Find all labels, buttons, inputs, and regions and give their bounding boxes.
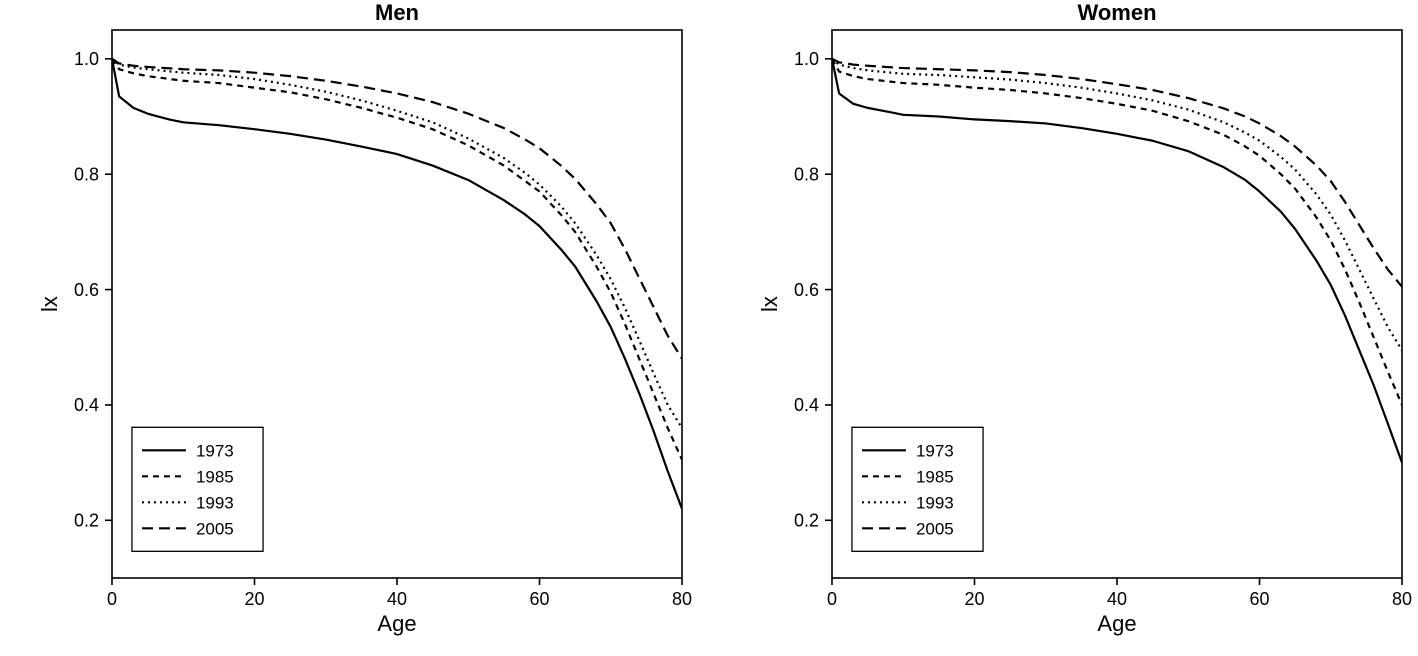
legend-label: 1993 xyxy=(916,493,954,512)
svg-text:0.2: 0.2 xyxy=(74,511,99,531)
legend-label: 1973 xyxy=(916,441,954,460)
svg-text:1.0: 1.0 xyxy=(794,49,819,69)
svg-text:0.4: 0.4 xyxy=(794,395,819,415)
legend-label: 1993 xyxy=(196,493,234,512)
survival-chart-svg: Men 0 20 40 60 80 0.2 0.4 0.6 0.8 1.0 Age lx 1973 1985… xyxy=(0,0,1418,656)
figure-container: Men 0 20 40 60 80 0.2 0.4 0.6 0.8 1.0 Age lx 1973 1985… xyxy=(0,0,1418,656)
svg-text:Women: Women xyxy=(1077,0,1156,25)
legend-label: 1973 xyxy=(196,441,234,460)
svg-text:20: 20 xyxy=(964,589,984,609)
svg-text:lx: lx xyxy=(757,296,782,312)
svg-text:0: 0 xyxy=(107,589,117,609)
svg-text:60: 60 xyxy=(1249,589,1269,609)
svg-text:0.8: 0.8 xyxy=(794,165,819,185)
svg-text:0.8: 0.8 xyxy=(74,165,99,185)
svg-text:1.0: 1.0 xyxy=(74,49,99,69)
legend-label: 1985 xyxy=(196,467,234,486)
legend-label: 1985 xyxy=(916,467,954,486)
svg-text:80: 80 xyxy=(672,589,692,609)
svg-text:0.2: 0.2 xyxy=(794,511,819,531)
legend-label: 2005 xyxy=(196,519,234,538)
svg-text:40: 40 xyxy=(387,589,407,609)
svg-text:0.6: 0.6 xyxy=(74,280,99,300)
svg-text:0.4: 0.4 xyxy=(74,395,99,415)
svg-text:0: 0 xyxy=(827,589,837,609)
svg-text:0.6: 0.6 xyxy=(794,280,819,300)
svg-text:60: 60 xyxy=(529,589,549,609)
svg-text:80: 80 xyxy=(1392,589,1412,609)
svg-text:Age: Age xyxy=(377,611,416,636)
svg-text:Men: Men xyxy=(375,0,419,25)
svg-text:lx: lx xyxy=(37,296,62,312)
svg-text:40: 40 xyxy=(1107,589,1127,609)
svg-text:Age: Age xyxy=(1097,611,1136,636)
svg-text:20: 20 xyxy=(244,589,264,609)
legend-label: 2005 xyxy=(916,519,954,538)
